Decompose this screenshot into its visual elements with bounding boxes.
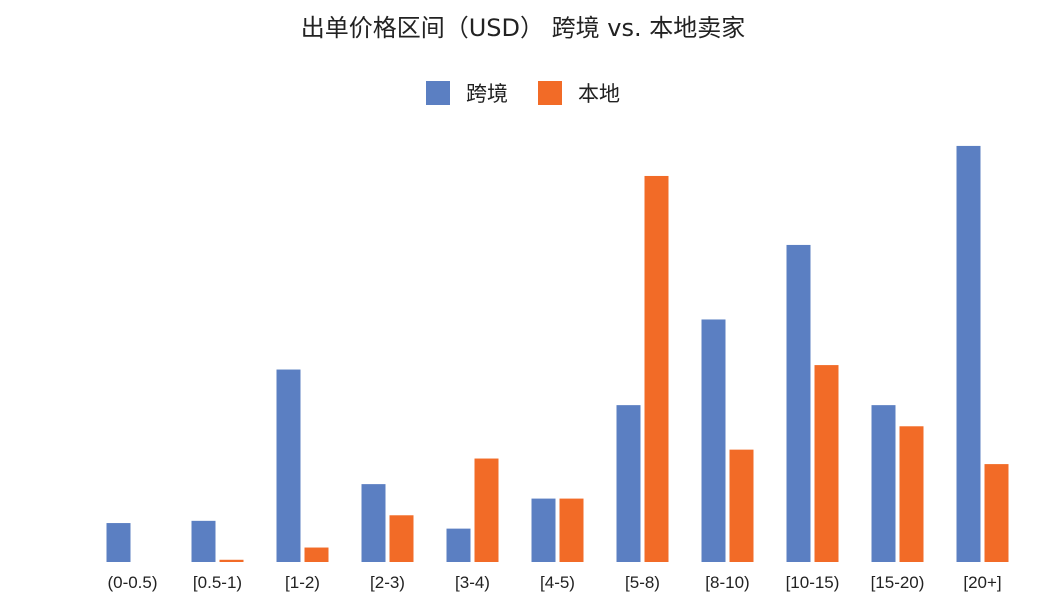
bar-local-4[interactable] bbox=[474, 458, 499, 562]
legend-item-local[interactable]: 本地 bbox=[538, 78, 620, 108]
x-tick-label-4: [3-4) bbox=[455, 573, 490, 592]
bar-local-5[interactable] bbox=[559, 498, 584, 562]
legend-item-cross-border[interactable]: 跨境 bbox=[426, 78, 508, 108]
bar-cross-border-5[interactable] bbox=[531, 498, 556, 562]
x-tick-label-1: [0.5-1) bbox=[193, 573, 242, 592]
bar-local-7[interactable] bbox=[729, 449, 754, 562]
bar-cross-border-2[interactable] bbox=[276, 369, 301, 562]
legend-label-cross-border: 跨境 bbox=[466, 82, 508, 106]
chart-title: 出单价格区间（USD） 跨境 vs. 本地卖家 bbox=[300, 14, 746, 42]
legend: 跨境 本地 bbox=[0, 78, 1046, 108]
bar-local-3[interactable] bbox=[389, 515, 414, 562]
bar-cross-border-7[interactable] bbox=[701, 319, 726, 562]
bar-local-2[interactable] bbox=[304, 547, 329, 562]
x-tick-label-5: [4-5) bbox=[540, 573, 575, 592]
bar-cross-border-9[interactable] bbox=[871, 405, 896, 562]
bar-cross-border-1[interactable] bbox=[191, 520, 216, 562]
bar-local-1[interactable] bbox=[219, 559, 244, 562]
legend-label-local: 本地 bbox=[578, 82, 620, 106]
bar-cross-border-0[interactable] bbox=[106, 523, 131, 562]
x-tick-label-0: (0-0.5) bbox=[107, 573, 157, 592]
x-tick-label-9: [15-20) bbox=[871, 573, 925, 592]
bar-cross-border-10[interactable] bbox=[956, 145, 981, 563]
bar-local-9[interactable] bbox=[899, 426, 924, 562]
x-tick-label-3: [2-3) bbox=[370, 573, 405, 592]
x-tick-label-2: [1-2) bbox=[285, 573, 320, 592]
bar-cross-border-4[interactable] bbox=[446, 528, 471, 562]
legend-swatch-local bbox=[538, 81, 562, 105]
x-tick-label-8: [10-15) bbox=[786, 573, 840, 592]
x-tick-label-6: [5-8) bbox=[625, 573, 660, 592]
bar-cross-border-3[interactable] bbox=[361, 484, 386, 562]
bar-local-6[interactable] bbox=[644, 175, 669, 562]
x-tick-label-7: [8-10) bbox=[705, 573, 749, 592]
x-tick-label-10: [20+] bbox=[963, 573, 1001, 592]
bar-cross-border-8[interactable] bbox=[786, 244, 811, 562]
bar-local-10[interactable] bbox=[984, 464, 1009, 562]
bar-local-8[interactable] bbox=[814, 365, 839, 562]
legend-swatch-cross-border bbox=[426, 81, 450, 105]
bar-cross-border-6[interactable] bbox=[616, 405, 641, 562]
